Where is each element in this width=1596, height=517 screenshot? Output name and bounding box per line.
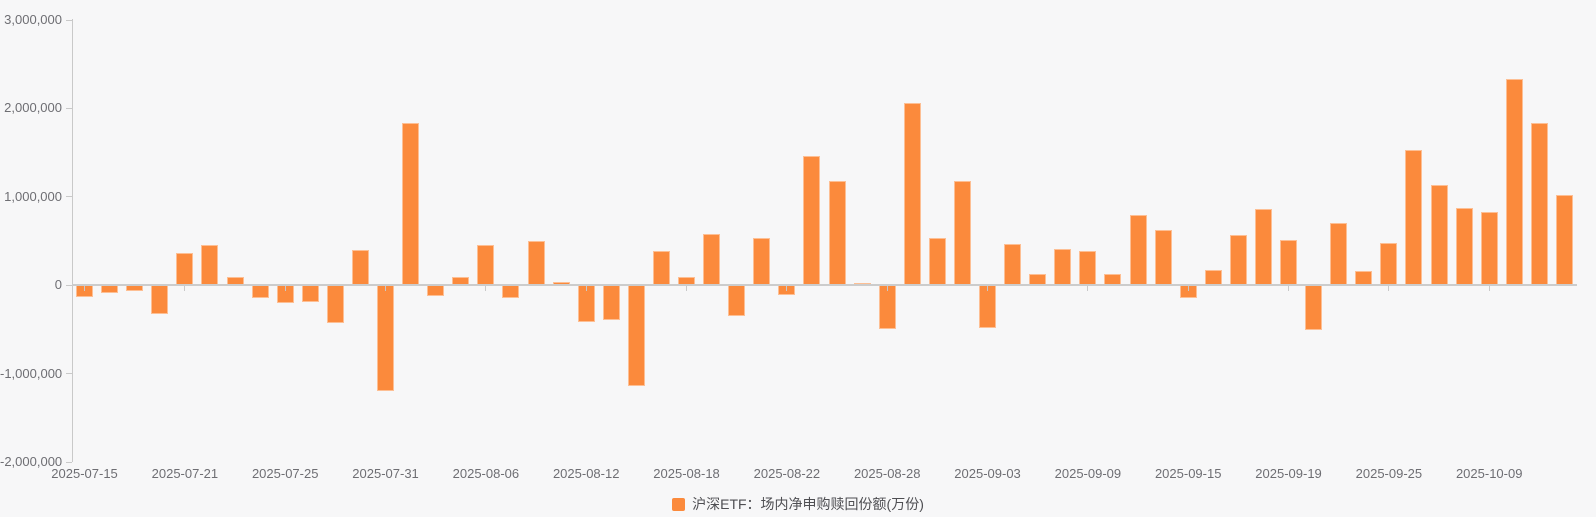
x-axis-tick-label: 2025-10-09 xyxy=(1455,466,1523,481)
x-axis-tick-label: 2025-09-19 xyxy=(1255,466,1322,481)
x-axis-tick-label: 2025-09-25 xyxy=(1355,466,1423,481)
legend[interactable]: 沪深ETF：场内净申购赎回份额(万份) xyxy=(0,496,1596,512)
bar-2025-10-09[interactable] xyxy=(1480,211,1498,286)
y-axis-tick-label: 1,000,000 xyxy=(4,188,62,204)
bar-2025-09-26[interactable] xyxy=(1405,149,1423,286)
bar-2025-09-22[interactable] xyxy=(1305,285,1323,331)
x-axis-tick-label: 2025-09-09 xyxy=(1054,466,1122,481)
bar-2025-08-13[interactable] xyxy=(602,285,620,320)
bar-2025-08-15[interactable] xyxy=(652,250,670,286)
x-axis-tick xyxy=(886,286,888,292)
x-axis-tick-label: 2025-09-15 xyxy=(1154,466,1222,481)
bar-2025-08-08[interactable] xyxy=(527,241,545,286)
bar-2025-07-30[interactable] xyxy=(351,249,369,286)
legend-series-marker-icon[interactable] xyxy=(672,497,686,511)
bar-2025-07-21[interactable] xyxy=(176,253,194,286)
bar-2025-08-14[interactable] xyxy=(627,285,645,386)
y-axis-tick-label: 3,000,000 xyxy=(4,12,62,27)
x-axis-tick xyxy=(184,286,186,292)
bar-2025-08-29[interactable] xyxy=(903,103,921,286)
bar-2025-09-01[interactable] xyxy=(928,238,946,286)
y-axis-tick xyxy=(66,284,72,286)
x-axis-tick xyxy=(786,286,788,292)
bar-2025-07-18[interactable] xyxy=(151,285,169,315)
bar-2025-07-31[interactable] xyxy=(377,285,395,392)
x-axis-tick-label: 2025-07-31 xyxy=(352,466,419,481)
bar-2025-10-10[interactable] xyxy=(1505,79,1523,286)
bar-2025-08-20[interactable] xyxy=(728,285,746,317)
y-axis-tick-label: 2,000,000 xyxy=(4,100,62,116)
bar-2025-09-17[interactable] xyxy=(1229,234,1247,286)
bar-2025-09-23[interactable] xyxy=(1330,223,1348,286)
x-axis-tick xyxy=(1187,286,1189,292)
bar-2025-09-30[interactable] xyxy=(1455,208,1473,286)
x-axis-tick-label: 2025-07-21 xyxy=(151,466,219,481)
y-axis-tick xyxy=(66,373,72,375)
x-axis-tick-label: 2025-08-18 xyxy=(653,466,720,481)
x-axis-tick xyxy=(1388,286,1390,292)
bar-2025-09-25[interactable] xyxy=(1380,242,1398,286)
x-axis-tick xyxy=(84,286,86,292)
bar-2025-07-24[interactable] xyxy=(251,285,269,299)
bar-2025-08-25[interactable] xyxy=(803,156,821,286)
x-axis-tick xyxy=(1087,286,1089,292)
bar-2025-08-01[interactable] xyxy=(402,123,420,286)
bar-2025-09-08[interactable] xyxy=(1054,248,1072,286)
bar-2025-09-02[interactable] xyxy=(953,180,971,286)
bar-2025-09-12[interactable] xyxy=(1154,230,1172,286)
bar-2025-08-06[interactable] xyxy=(477,245,495,286)
x-axis-tick-label: 2025-08-28 xyxy=(853,466,921,481)
y-axis-tick xyxy=(66,19,72,21)
bar-2025-09-19[interactable] xyxy=(1280,240,1298,286)
x-axis-tick-label: 2025-08-22 xyxy=(753,466,821,481)
bar-2025-10-14[interactable] xyxy=(1555,195,1573,286)
y-axis-line xyxy=(72,19,73,462)
bar-2025-10-13[interactable] xyxy=(1530,122,1548,286)
bar-2025-07-16[interactable] xyxy=(101,285,119,294)
x-axis-tick xyxy=(485,286,487,292)
y-axis-tick-label: 0 xyxy=(54,277,62,293)
bar-2025-08-28[interactable] xyxy=(878,285,896,329)
x-axis-tick xyxy=(1488,286,1490,292)
bar-2025-07-28[interactable] xyxy=(301,285,319,302)
legend-series-label[interactable]: 沪深ETF：场内净申购赎回份额(万份) xyxy=(692,496,924,512)
bar-2025-09-18[interactable] xyxy=(1254,209,1272,286)
bar-2025-09-09[interactable] xyxy=(1079,250,1097,286)
bar-2025-08-26[interactable] xyxy=(828,180,846,286)
x-axis-tick-label: 2025-08-06 xyxy=(452,466,520,481)
x-axis-tick xyxy=(385,286,387,292)
bar-2025-07-22[interactable] xyxy=(201,245,219,286)
bar-2025-08-04[interactable] xyxy=(427,285,445,296)
bar-2025-09-04[interactable] xyxy=(1004,243,1022,286)
bar-2025-09-03[interactable] xyxy=(979,285,997,328)
x-axis-tick xyxy=(585,286,587,292)
bar-2025-09-29[interactable] xyxy=(1430,185,1448,286)
x-axis-tick-label: 2025-08-12 xyxy=(552,466,620,481)
y-axis-tick-label: -1,000,000 xyxy=(0,365,63,381)
bar-2025-09-16[interactable] xyxy=(1204,270,1222,286)
x-axis-tick xyxy=(284,286,286,292)
bar-2025-09-11[interactable] xyxy=(1129,215,1147,286)
x-axis-tick xyxy=(686,286,688,292)
bar-2025-08-19[interactable] xyxy=(703,233,721,286)
bar-2025-09-24[interactable] xyxy=(1355,271,1373,286)
x-axis-tick xyxy=(987,286,989,292)
y-axis-tick-label: -2,000,000 xyxy=(0,454,63,469)
x-axis-tick-label: 2025-07-25 xyxy=(251,466,319,481)
x-axis-line xyxy=(72,284,1577,287)
bar-2025-08-21[interactable] xyxy=(753,238,771,286)
x-axis-tick-label: 2025-09-03 xyxy=(954,466,1021,481)
y-axis-tick xyxy=(66,107,72,109)
y-axis-tick xyxy=(66,461,72,463)
bar-2025-08-07[interactable] xyxy=(502,285,520,299)
x-axis-tick xyxy=(1288,286,1290,292)
bar-2025-07-29[interactable] xyxy=(326,285,344,324)
y-axis-tick xyxy=(66,196,72,198)
x-axis-tick-label: 2025-07-15 xyxy=(51,466,118,481)
